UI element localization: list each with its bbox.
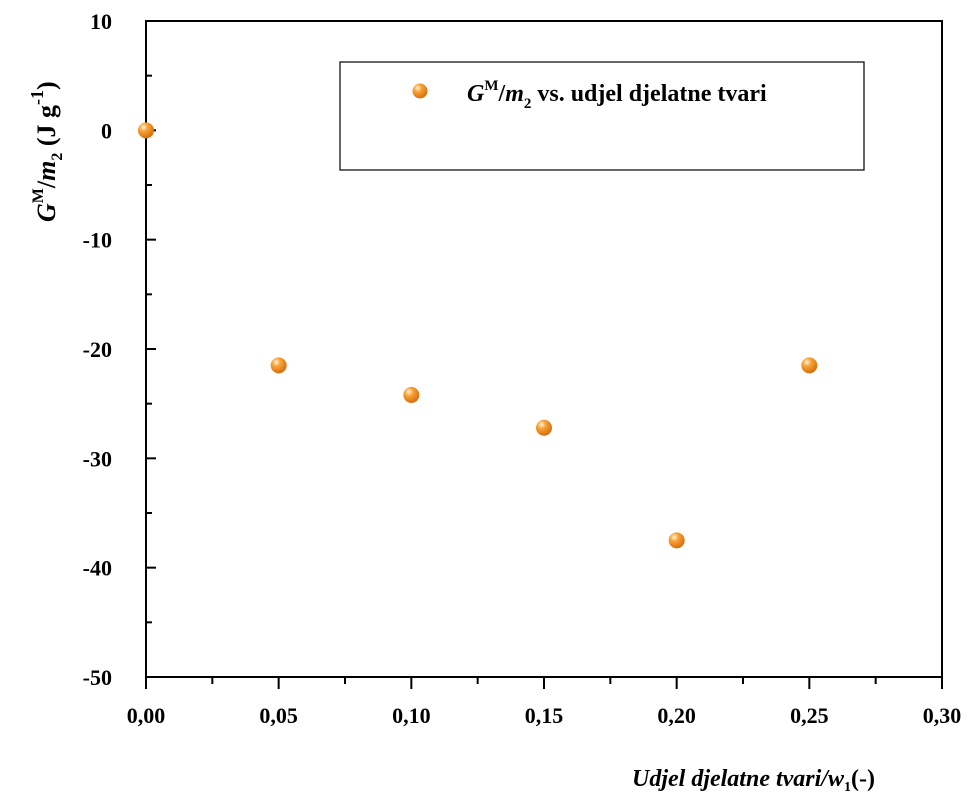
data-point [403, 386, 420, 403]
legend-marker [412, 83, 428, 99]
data-point [270, 357, 287, 374]
data-point [801, 357, 818, 374]
x-tick-label: 0,15 [525, 703, 564, 728]
x-axis-ticks: 0,00 0,05 0,10 0,15 0,20 0,25 0,30 [127, 677, 962, 728]
legend-box [339, 61, 865, 171]
series-points [138, 122, 818, 549]
y-axis-label: GM/m2 (J g-1) [27, 81, 66, 222]
y-tick-label: -10 [83, 228, 112, 253]
data-point [536, 419, 552, 436]
x-tick-label: 0,25 [790, 703, 829, 728]
x-tick-label: 0,00 [127, 703, 166, 728]
legend: GM/m2 vs. udjel djelatne tvari [339, 61, 865, 171]
y-tick-label: -20 [83, 337, 112, 362]
x-axis-label: Udjel djelatne tvari/w1(-) [632, 766, 875, 795]
legend-label: GM/m2 vs. udjel djelatne tvari [467, 78, 767, 112]
y-axis-ticks: 10 0 -10 -20 -30 -40 -50 [83, 9, 156, 690]
x-tick-label: 0,10 [392, 703, 431, 728]
y-tick-label: 10 [90, 9, 112, 34]
data-point [668, 532, 685, 549]
x-tick-label: 0,05 [259, 703, 298, 728]
x-tick-label: 0,20 [657, 703, 696, 728]
data-point [138, 122, 154, 139]
y-tick-label: -30 [83, 446, 112, 471]
y-tick-label: -40 [83, 556, 112, 581]
y-tick-label: 0 [101, 118, 112, 143]
x-tick-label: 0,30 [923, 703, 962, 728]
y-tick-label: -50 [83, 665, 112, 690]
